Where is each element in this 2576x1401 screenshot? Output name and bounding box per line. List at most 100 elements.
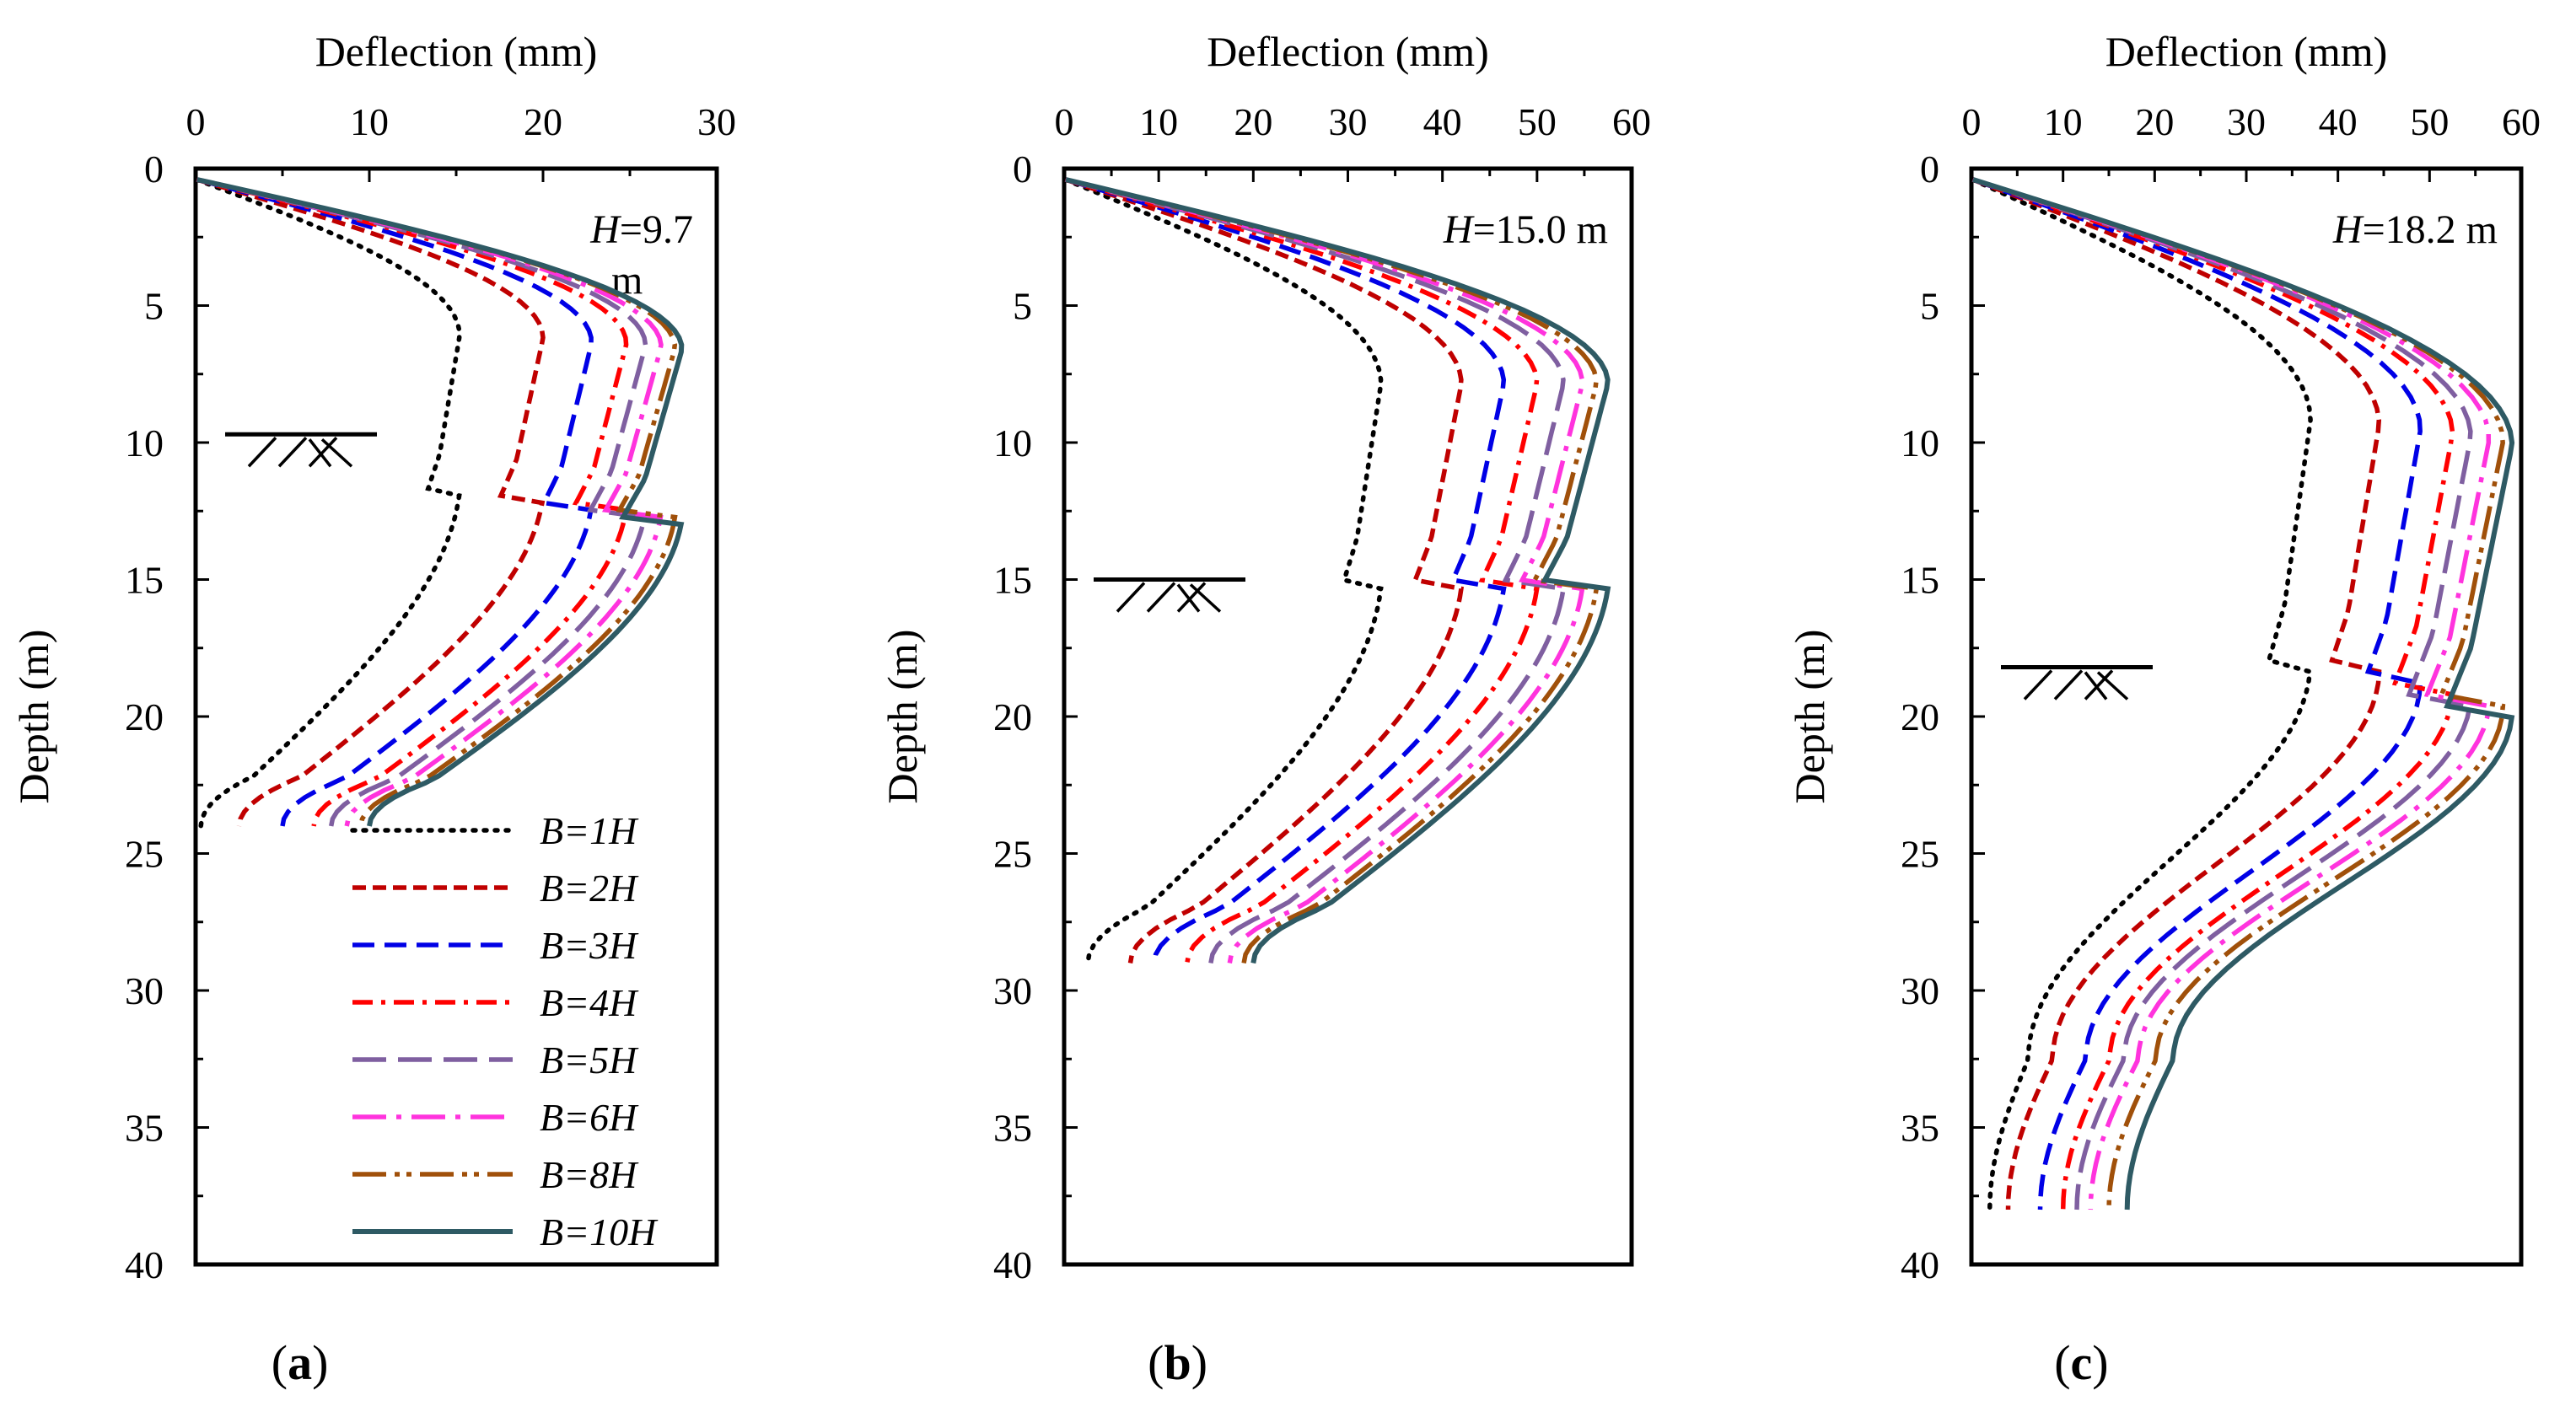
x-tick-label-c-30: 30 [2227,100,2266,143]
panel-label-open-paren: ( [272,1335,288,1390]
plot-frame-c [1969,166,2524,1267]
x-tick-label-a-10: 10 [350,100,389,143]
soil-hatch-line [1189,583,1222,613]
soil-hatch-line [2023,669,2053,700]
x-tick-label-c-0: 0 [1962,100,1982,143]
y-tick-label-c-15: 15 [1901,559,1939,602]
series-line-b-10h-panel-c [1971,177,2515,1210]
x-tick-label-c-50: 50 [2410,100,2449,143]
soil-hatch-line [1146,582,1176,613]
panel-label-close-paren: ) [1191,1335,1207,1390]
x-tick-label-b-40: 40 [1423,100,1462,143]
series-line-b-5h-panel-b [1065,177,1567,964]
y-tick-label-a-40: 40 [125,1243,164,1286]
y-tick-label-b-30: 30 [993,969,1032,1012]
y-tick-label-c-30: 30 [1901,969,1939,1012]
h-value: =9.7 [620,207,693,252]
excavation-level-symbol-c [2001,665,2153,700]
chart-panel-c: 0 10 20 30 40 50 60 0 5 10 15 20 25 30 35 40 Deflection … [1786,28,2541,1390]
legend-label-b-2h: B=2H [540,867,639,910]
excavation-level-symbol-b [1094,577,1245,613]
y-tick-label-a-0: 0 [144,148,164,191]
series-line-b-3h-panel-a [196,177,594,827]
y-tick-label-c-40: 40 [1901,1243,1939,1286]
soil-hatch-line [2084,669,2114,700]
series-line-b-1h-panel-b [1062,177,1384,966]
x-tick-label-c-40: 40 [2319,100,2358,143]
panel-label-letter: c [2071,1335,2093,1390]
soil-hatch-line [1116,582,1146,613]
y-tick-label-c-35: 35 [1901,1107,1939,1150]
series-line-b-6h-panel-b [1065,177,1585,964]
legend: B=1H B=2H B=3H B=4H B=5H B=6H B=8H B=10H [350,809,659,1253]
soil-hatch-line [2053,669,2084,700]
x-tick-label-b-60: 60 [1612,100,1651,143]
x-axis-title-a: Deflection (mm) [315,28,598,75]
legend-label-b-3h: B=3H [540,924,639,967]
y-tick-label-c-10: 10 [1901,421,1939,464]
series-line-b-1h-panel-c [1970,177,2313,1212]
y-tick-label-a-30: 30 [125,969,164,1012]
series-line-b-5h-panel-c [1971,177,2473,1210]
series-line-b-10h-panel-a [196,177,685,827]
legend-label-b-5h: B=5H [540,1039,639,1082]
series-line-b-2h-panel-c [1971,177,2382,1210]
y-tick-label-a-25: 25 [125,833,164,876]
y-tick-label-a-10: 10 [125,421,164,464]
panel-label-close-paren: ) [2092,1335,2108,1390]
panel-label-letter: b [1164,1335,1191,1390]
excavation-depth-label-a: H=9.7 m [589,207,693,303]
soil-hatch-line [2096,671,2129,700]
series-line-b-4h-panel-a [196,177,629,827]
h-value: =15.0 m [1473,207,1608,252]
chart-panel-b: 0 10 20 30 40 50 60 0 5 10 15 20 25 30 35 40 Deflection … [879,28,1651,1390]
x-tick-label-b-0: 0 [1055,100,1074,143]
x-tick-label-c-10: 10 [2044,100,2083,143]
y-axis-title-a: Depth (m) [10,630,57,804]
y-tick-label-b-5: 5 [1013,285,1032,328]
y-tick-label-b-25: 25 [993,833,1032,876]
y-tick-label-a-20: 20 [125,695,164,738]
h-symbol: H [2332,207,2364,252]
y-tick-label-b-10: 10 [993,421,1032,464]
y-tick-label-b-40: 40 [993,1243,1032,1286]
series-line-b-8h-panel-b [1065,177,1600,964]
series-line-b-8h-panel-a [196,177,678,827]
x-tick-label-a-30: 30 [697,100,736,143]
legend-label-b-10h: B=10H [540,1210,659,1253]
legend-label-b-6h: B=6H [540,1096,639,1139]
x-tick-label-a-0: 0 [186,100,206,143]
x-tick-label-b-50: 50 [1518,100,1557,143]
soil-hatch-line [2084,671,2108,700]
x-tick-label-b-10: 10 [1139,100,1178,143]
legend-label-b-1h: B=1H [540,809,639,852]
soil-hatch-line [277,437,308,468]
soil-hatch-line [1176,582,1207,613]
panel-label-c: (c) [2054,1335,2108,1390]
soil-hatch-line [320,437,353,468]
panel-label-open-paren: ( [1148,1335,1164,1390]
panel-label-a: (a) [272,1335,329,1390]
series-line-b-6h-panel-a [196,177,664,827]
y-tick-label-c-5: 5 [1920,285,1939,328]
y-tick-label-a-5: 5 [144,285,164,328]
legend-label-b-4h: B=4H [540,981,639,1024]
x-tick-label-c-20: 20 [2135,100,2174,143]
series-line-b-10h-panel-b [1065,177,1611,964]
panel-label-open-paren: ( [2054,1335,2070,1390]
h-value: =18.2 m [2363,207,2498,252]
y-tick-label-b-0: 0 [1013,148,1032,191]
y-tick-label-c-25: 25 [1901,833,1939,876]
x-tick-label-b-30: 30 [1329,100,1368,143]
y-tick-label-c-20: 20 [1901,695,1939,738]
x-tick-label-a-20: 20 [524,100,562,143]
y-tick-label-b-35: 35 [993,1107,1032,1150]
h-symbol: H [1443,207,1475,252]
excavation-depth-label-c: H=18.2 m [2332,207,2498,252]
series-line-b-3h-panel-c [1971,177,2423,1210]
x-axis-title-b: Deflection (mm) [1207,28,1489,75]
soil-hatch-line [308,437,338,468]
y-tick-label-c-0: 0 [1920,148,1939,191]
series-line-b-3h-panel-b [1064,177,1507,964]
